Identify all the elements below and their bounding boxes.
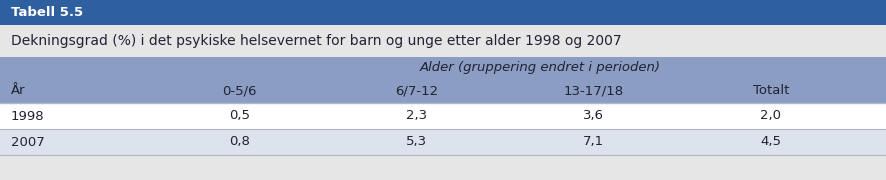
Text: 13-17/18: 13-17/18 [563, 84, 624, 98]
Text: 0-5/6: 0-5/6 [222, 84, 256, 98]
Text: 2,3: 2,3 [406, 109, 427, 123]
Text: År: År [11, 84, 25, 98]
Bar [0, 25, 886, 57]
Bar [0, 0, 886, 25]
Text: Dekningsgrad (%) i det psykiske helsevernet for barn og unge etter alder 1998 og: Dekningsgrad (%) i det psykiske helsever… [11, 34, 621, 48]
Bar [0, 57, 886, 103]
Bar [0, 103, 886, 129]
Text: 3,6: 3,6 [583, 109, 604, 123]
Text: 0,5: 0,5 [229, 109, 250, 123]
Text: 2,0: 2,0 [760, 109, 781, 123]
Text: 7,1: 7,1 [583, 136, 604, 148]
Text: Tabell 5.5: Tabell 5.5 [11, 6, 82, 19]
Text: 5,3: 5,3 [406, 136, 427, 148]
Text: 2007: 2007 [11, 136, 44, 148]
Text: 1998: 1998 [11, 109, 44, 123]
Text: 6/7-12: 6/7-12 [395, 84, 438, 98]
Text: 4,5: 4,5 [760, 136, 781, 148]
Bar [0, 129, 886, 155]
Text: Totalt: Totalt [752, 84, 789, 98]
Text: Alder (gruppering endret i perioden): Alder (gruppering endret i perioden) [420, 62, 661, 75]
Text: 0,8: 0,8 [229, 136, 250, 148]
